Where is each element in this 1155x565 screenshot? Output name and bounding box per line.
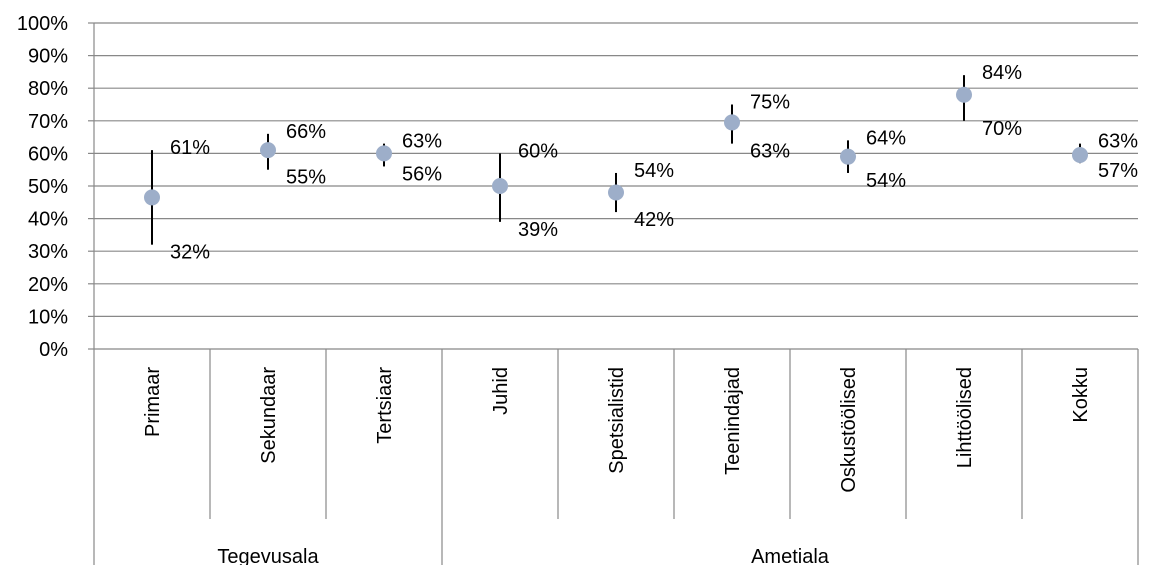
x-tick-label: Oskustöölised <box>838 367 860 493</box>
y-tick-label: 0% <box>39 339 68 361</box>
group-label: Tegevusala <box>217 546 319 565</box>
data-point <box>1072 147 1088 164</box>
y-tick-label: 10% <box>28 306 68 328</box>
upper-bound-label: 64% <box>866 127 906 149</box>
data-point <box>956 86 972 103</box>
upper-bound-label: 75% <box>750 92 790 114</box>
y-tick-label: 90% <box>28 46 68 68</box>
lower-bound-label: 32% <box>170 242 210 264</box>
x-tick-label: Kokku <box>1070 367 1092 423</box>
upper-bound-label: 84% <box>982 62 1022 84</box>
data-point <box>724 114 740 131</box>
data-labels: 61% 32% 66% 55% 63% 56% 60% 39% 54% 42% 75% 63% 64% 5… <box>170 62 1138 264</box>
y-tick-label: 80% <box>28 78 68 100</box>
lower-bound-label: 54% <box>866 170 906 192</box>
lower-bound-label: 63% <box>750 141 790 163</box>
data-marks <box>144 75 1088 245</box>
x-tick-label: Primaar <box>142 367 164 437</box>
lower-bound-label: 57% <box>1098 160 1138 182</box>
x-tick-label: Spetsialistid <box>606 367 628 474</box>
y-tick-label: 70% <box>28 111 68 133</box>
lower-bound-label: 56% <box>402 163 442 185</box>
y-tick-label: 20% <box>28 274 68 296</box>
x-tick-label: Sekundaar <box>258 367 280 464</box>
x-tick-label: Juhid <box>490 367 512 415</box>
upper-bound-label: 61% <box>170 137 210 159</box>
y-tick-label: 100% <box>17 13 68 35</box>
y-axis: 0% 10% 20% 30% 40% 50% 60% 70% 80% 90% 100% <box>17 13 95 361</box>
lower-bound-label: 39% <box>518 219 558 241</box>
x-tick-label: Lihttöölised <box>954 367 976 468</box>
lower-bound-label: 55% <box>286 167 326 189</box>
upper-bound-label: 60% <box>518 140 558 162</box>
y-tick-label: 40% <box>28 209 68 231</box>
upper-bound-label: 63% <box>402 131 442 153</box>
group-label: Ametiala <box>751 546 830 565</box>
data-point <box>840 148 856 165</box>
lower-bound-label: 70% <box>982 118 1022 140</box>
lower-bound-label: 42% <box>634 209 674 231</box>
x-tick-label: Teenindajad <box>722 367 744 475</box>
upper-bound-label: 63% <box>1098 131 1138 153</box>
y-tick-label: 60% <box>28 143 68 165</box>
data-point <box>492 178 508 194</box>
data-point <box>144 189 160 206</box>
x-axis: Primaar Sekundaar Tertsiaar Juhid Spetsialis… <box>93 348 1139 565</box>
upper-bound-label: 54% <box>634 160 674 182</box>
data-point <box>260 142 276 159</box>
data-point <box>608 184 624 201</box>
x-tick-label: Tertsiaar <box>374 367 396 444</box>
y-tick-label: 30% <box>28 241 68 263</box>
upper-bound-label: 66% <box>286 121 326 143</box>
y-tick-label: 50% <box>28 176 68 198</box>
data-point <box>376 145 392 162</box>
